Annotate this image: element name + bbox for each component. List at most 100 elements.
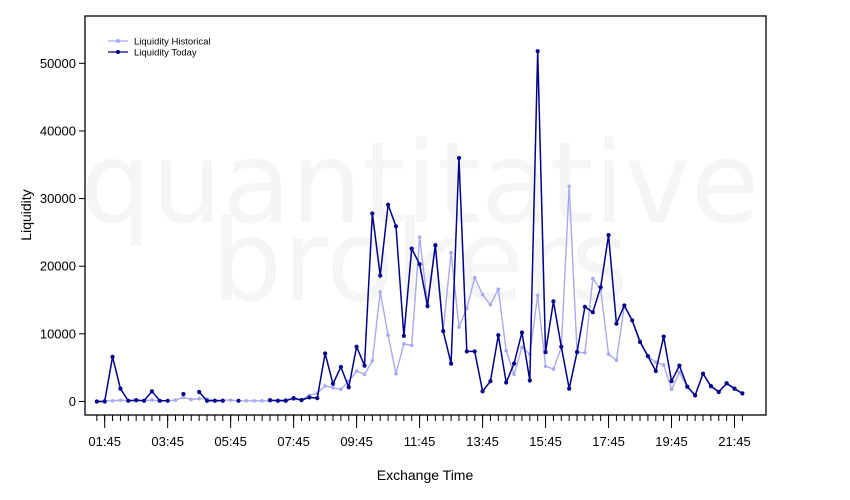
- data-point: [488, 302, 493, 307]
- y-tick-label: 0: [69, 394, 76, 409]
- y-tick-label: 30000: [40, 191, 76, 206]
- data-point: [677, 370, 682, 375]
- legend-label-historical: Liquidity Historical: [134, 37, 211, 48]
- data-point: [181, 395, 186, 400]
- data-point: [386, 202, 391, 207]
- x-tick-label: 07:45: [277, 434, 310, 449]
- x-axis-title: Exchange Time: [377, 467, 474, 483]
- x-tick-label: 01:45: [88, 434, 121, 449]
- y-tick-label: 40000: [40, 123, 76, 138]
- data-point: [252, 399, 257, 403]
- data-point: [716, 389, 721, 395]
- x-tick-label: 15:45: [529, 434, 562, 449]
- data-point: [685, 384, 690, 389]
- data-point: [244, 399, 249, 403]
- y-axis: 0 10000 20000 30000 40000 50000: [40, 56, 85, 409]
- data-point: [653, 360, 658, 365]
- data-point: [543, 364, 548, 369]
- x-tick-label: 17:45: [592, 434, 625, 449]
- data-point: [504, 380, 509, 385]
- data-point: [409, 246, 414, 251]
- data-point: [417, 262, 422, 267]
- data-point: [512, 372, 516, 377]
- data-point: [583, 350, 587, 355]
- plot-frame: [84, 15, 767, 416]
- data-point: [519, 330, 525, 335]
- data-point: [102, 399, 107, 404]
- data-point: [472, 349, 477, 354]
- data-point: [464, 349, 469, 354]
- data-point: [465, 306, 469, 310]
- data-point: [307, 395, 312, 400]
- data-point: [472, 275, 477, 280]
- data-point: [661, 363, 666, 367]
- data-point: [386, 333, 390, 338]
- data-point: [653, 368, 658, 374]
- legend-marker-today: [116, 50, 120, 54]
- data-point: [582, 304, 588, 309]
- data-point: [574, 350, 580, 355]
- data-point: [260, 399, 264, 403]
- data-point: [496, 287, 501, 292]
- data-point: [291, 395, 296, 401]
- data-point: [630, 318, 635, 323]
- data-point: [354, 369, 359, 373]
- data-point: [606, 352, 611, 356]
- data-point: [362, 372, 367, 377]
- series-today: [94, 49, 745, 404]
- data-point: [740, 391, 745, 396]
- data-point: [110, 354, 115, 359]
- data-point: [173, 398, 178, 402]
- data-point: [181, 391, 186, 397]
- data-point: [323, 384, 327, 388]
- series-layer: [94, 49, 745, 404]
- data-point: [220, 398, 225, 403]
- x-tick-label: 21:45: [718, 434, 751, 449]
- x-tick-label: 13:45: [466, 434, 499, 449]
- data-point: [94, 399, 99, 404]
- data-point: [457, 325, 461, 329]
- data-point: [551, 299, 556, 304]
- data-point: [504, 348, 509, 353]
- data-point: [189, 397, 194, 402]
- data-point: [362, 363, 367, 368]
- data-point: [567, 184, 571, 189]
- data-point: [645, 354, 651, 359]
- data-point: [669, 387, 674, 392]
- data-point: [370, 211, 375, 216]
- data-point: [480, 292, 485, 297]
- data-point: [535, 49, 540, 54]
- data-point: [204, 398, 210, 403]
- data-point: [141, 398, 147, 403]
- data-point: [126, 398, 131, 403]
- data-point: [535, 293, 540, 298]
- data-point: [236, 398, 241, 403]
- data-point: [149, 389, 155, 394]
- data-point: [409, 343, 414, 348]
- data-point: [110, 399, 115, 403]
- data-point: [197, 396, 201, 401]
- data-point: [590, 310, 595, 315]
- data-point: [496, 333, 501, 338]
- data-point: [591, 276, 595, 281]
- data-point: [677, 363, 682, 368]
- data-point: [425, 304, 430, 309]
- x-tick-label: 05:45: [214, 434, 247, 449]
- data-point: [299, 398, 304, 403]
- data-point: [378, 273, 383, 278]
- data-point: [511, 361, 517, 366]
- y-axis-title: Liquidity: [18, 189, 34, 240]
- x-tick-label: 09:45: [340, 434, 373, 449]
- data-point: [448, 361, 454, 366]
- legend: Liquidity Historical Liquidity Today: [108, 37, 211, 59]
- data-point: [394, 371, 398, 376]
- data-point: [441, 329, 446, 334]
- data-point: [622, 303, 627, 308]
- data-point: [559, 344, 564, 349]
- y-tick-label: 10000: [40, 326, 76, 341]
- data-point: [275, 398, 280, 403]
- x-tick-label: 11:45: [404, 434, 436, 449]
- x-axis: 01:45 03:45 05:45 07:45 09:45 11:45 13:45 15:45…: [88, 415, 751, 449]
- data-point: [283, 398, 288, 403]
